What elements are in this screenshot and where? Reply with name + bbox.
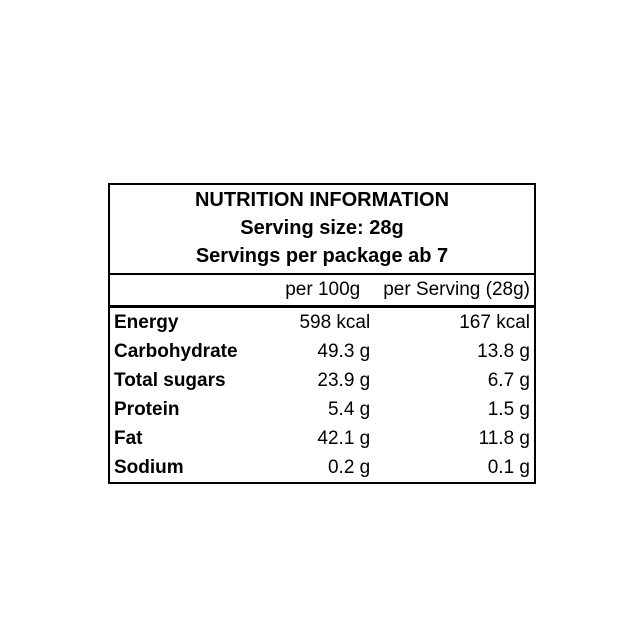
column-header-spacer <box>109 274 243 308</box>
row-value-per-100g: 598 kcal <box>299 311 371 333</box>
row-value-per-100g: 49.3 g <box>317 340 371 362</box>
serving-size-line: Serving size: 28g <box>240 217 404 239</box>
row-label: Energy <box>114 311 179 333</box>
row-value-per-serving: 13.8 g <box>477 340 530 362</box>
table-row-sodium: Sodium 0.2 g 0.1 g <box>109 453 535 483</box>
table-row-total-sugars: Total sugars 23.9 g 6.7 g <box>109 366 535 395</box>
column-header-per-serving: per Serving (28g) <box>378 274 535 308</box>
row-value-per-100g: 0.2 g <box>327 456 371 478</box>
servings-per-package-line: Servings per package ab 7 <box>195 245 449 267</box>
row-label: Sodium <box>114 456 184 478</box>
row-label: Fat <box>114 427 143 449</box>
row-value-per-serving: 6.7 g <box>487 369 530 391</box>
table-row-protein: Protein 5.4 g 1.5 g <box>109 395 535 424</box>
table-row-fat: Fat 42.1 g 11.8 g <box>109 424 535 453</box>
table-header-cell: NUTRITION INFORMATION Serving size: 28g … <box>109 184 535 275</box>
row-label: Total sugars <box>114 369 226 391</box>
row-value-per-serving: 11.8 g <box>478 427 530 449</box>
row-value-per-100g: 5.4 g <box>327 398 371 420</box>
row-label: Carbohydrate <box>114 340 238 362</box>
row-value-per-serving: 167 kcal <box>459 311 530 333</box>
table-row-carbohydrate: Carbohydrate 49.3 g 13.8 g <box>109 337 535 366</box>
table-header-section: NUTRITION INFORMATION Serving size: 28g … <box>109 184 535 275</box>
row-value-per-100g: 23.9 g <box>317 369 371 391</box>
column-header-row: per 100g per Serving (28g) <box>109 274 535 308</box>
row-value-per-serving: 0.1 g <box>487 456 530 478</box>
column-header-per-100g: per 100g <box>242 274 379 308</box>
row-label: Protein <box>114 398 180 420</box>
table-row-energy: Energy 598 kcal 167 kcal <box>109 307 535 338</box>
row-value-per-serving: 1.5 g <box>487 398 530 420</box>
table-title: NUTRITION INFORMATION <box>194 189 450 211</box>
nutrition-table: NUTRITION INFORMATION Serving size: 28g … <box>108 183 536 484</box>
row-value-per-100g: 42.1 g <box>317 427 371 449</box>
